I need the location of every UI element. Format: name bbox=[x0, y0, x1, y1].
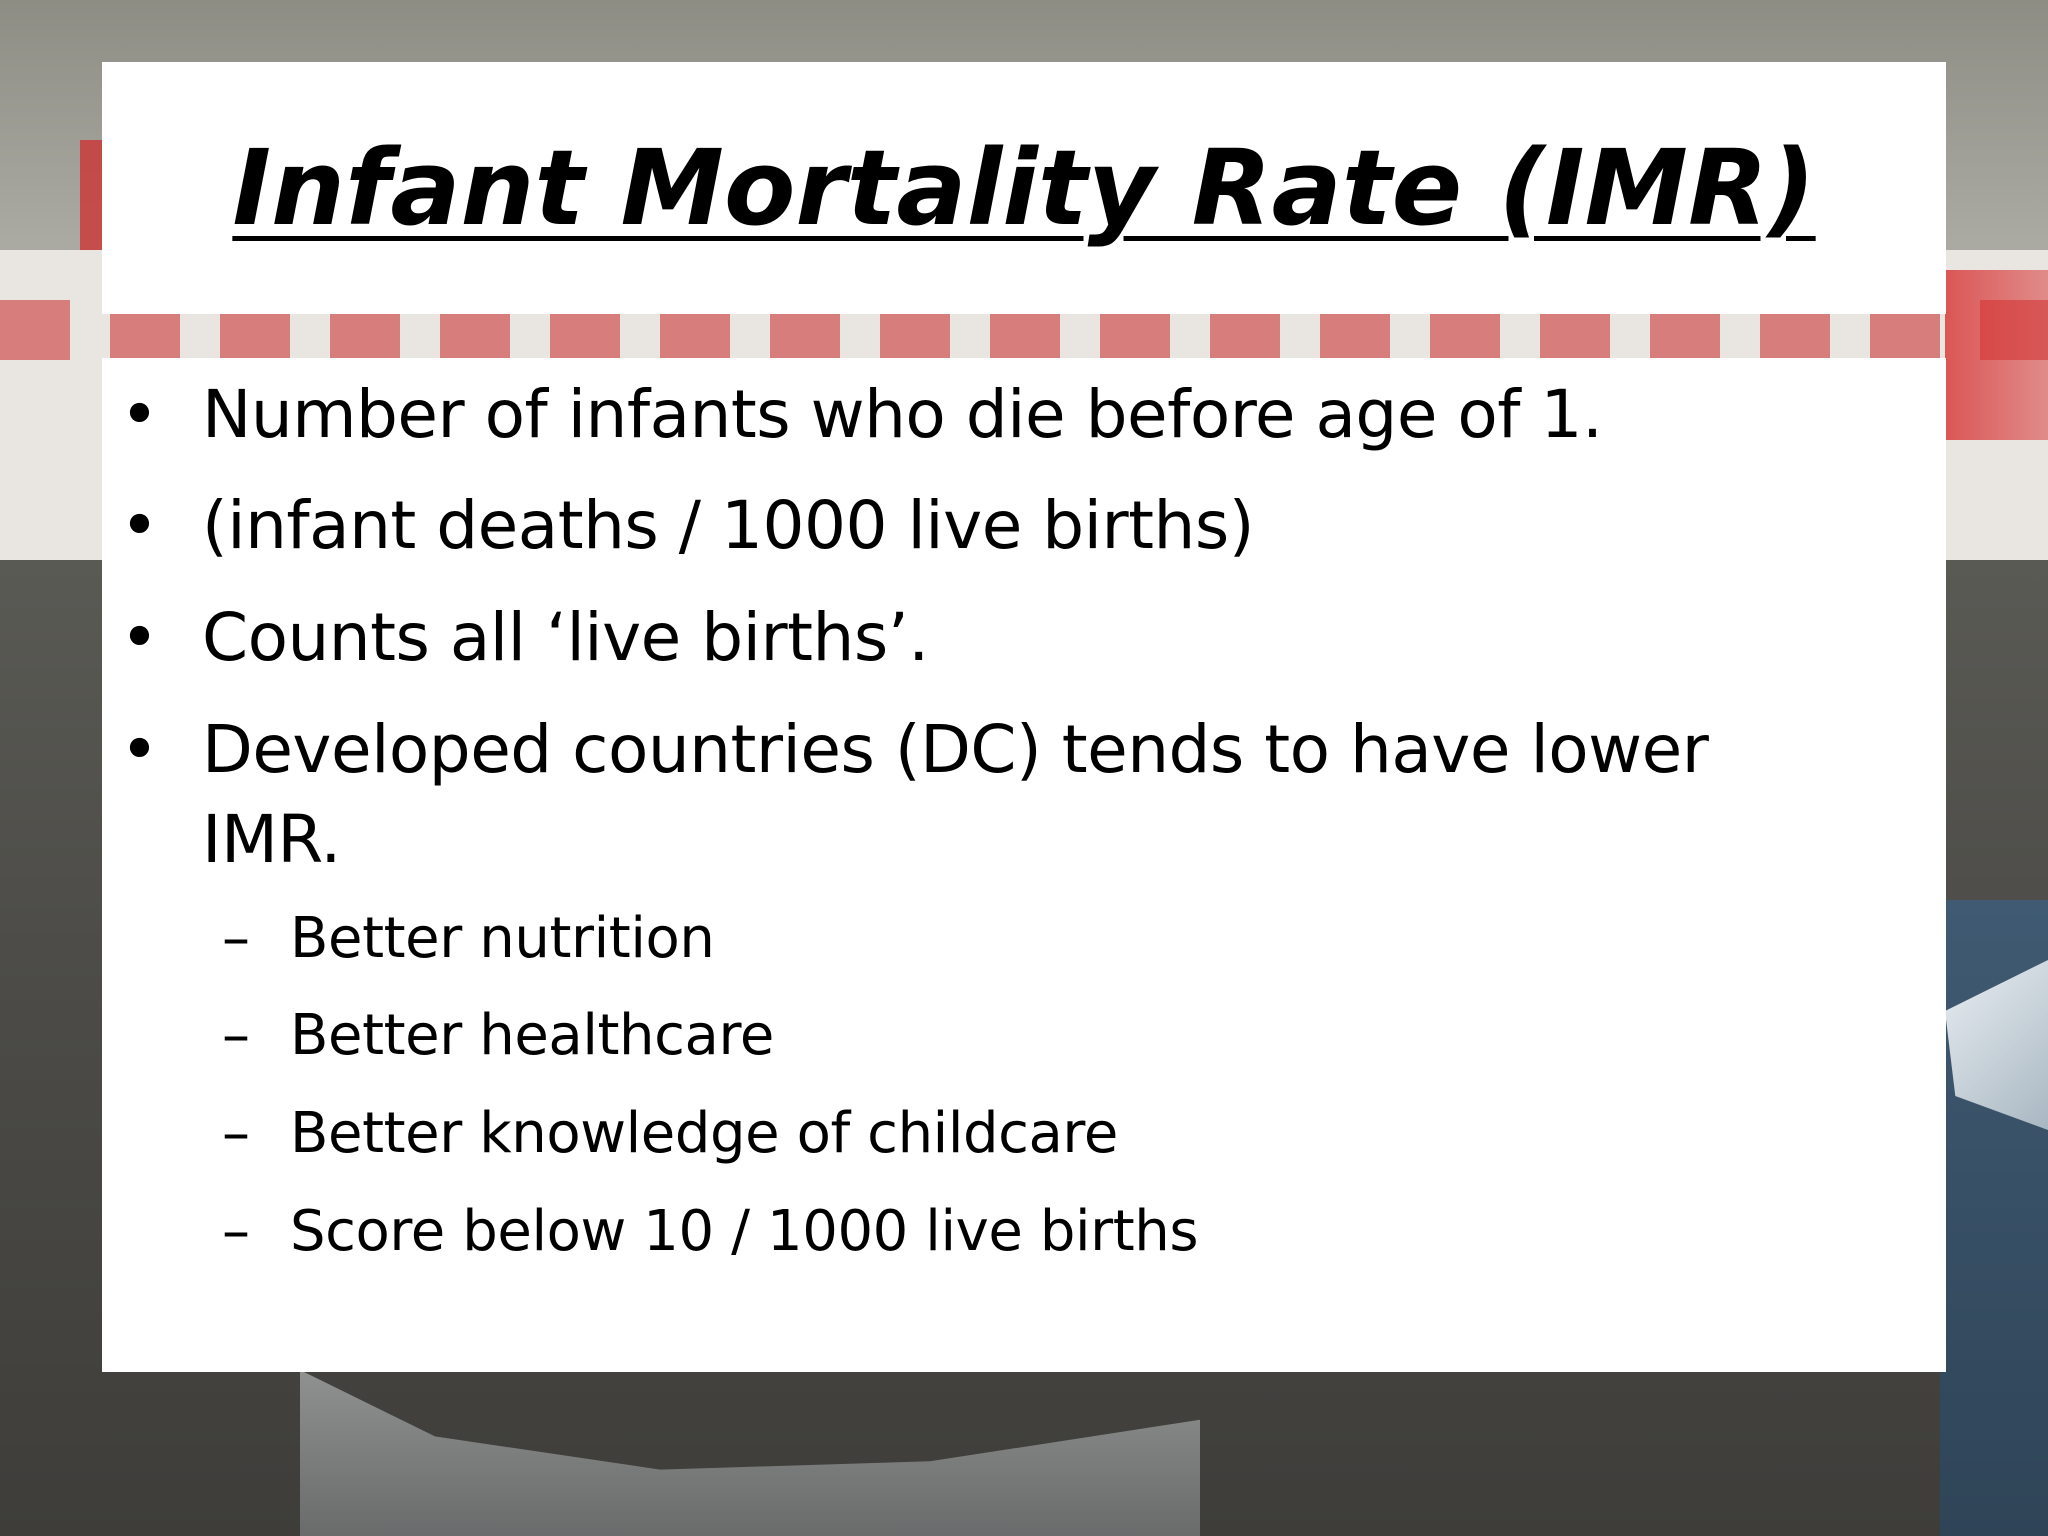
sub-bullet-text: Better nutrition bbox=[290, 906, 715, 971]
slide-title: Infant Mortality Rate (IMR) bbox=[232, 127, 1816, 249]
sub-bullet-item: – Better healthcare bbox=[222, 998, 774, 1074]
sub-bullet-marker: – bbox=[222, 1199, 250, 1264]
background-red-mark-right bbox=[1945, 270, 2048, 440]
sub-bullet-text: Better healthcare bbox=[290, 1003, 774, 1068]
bullet-marker: • bbox=[120, 599, 159, 676]
sub-bullet-item: – Better nutrition bbox=[222, 901, 715, 977]
title-box: Infant Mortality Rate (IMR) bbox=[102, 62, 1946, 314]
bullet-marker: • bbox=[120, 376, 159, 453]
bullet-marker: • bbox=[120, 711, 159, 788]
sub-bullet-text: Better knowledge of childcare bbox=[290, 1101, 1118, 1166]
bullet-text: Number of infants who die before age of … bbox=[202, 376, 1603, 453]
sub-bullet-marker: – bbox=[222, 1101, 250, 1166]
bullet-item: • Developed countries (DC) tends to have… bbox=[120, 705, 1842, 885]
bullet-marker: • bbox=[120, 487, 159, 564]
bullet-item: • Counts all ‘live births’. bbox=[120, 593, 1882, 683]
sub-bullet-item: – Score below 10 / 1000 live births bbox=[222, 1194, 1199, 1270]
bullet-item: • (infant deaths / 1000 live births) bbox=[120, 481, 1882, 571]
sub-bullet-marker: – bbox=[222, 906, 250, 971]
bullet-text: Developed countries (DC) tends to have l… bbox=[202, 711, 1709, 878]
sub-bullet-marker: – bbox=[222, 1003, 250, 1068]
sub-bullet-item: – Better knowledge of childcare bbox=[222, 1096, 1118, 1172]
bullet-text: Counts all ‘live births’. bbox=[202, 599, 929, 676]
bullet-item: • Number of infants who die before age o… bbox=[120, 370, 1882, 460]
sub-bullet-text: Score below 10 / 1000 live births bbox=[290, 1199, 1199, 1264]
content-box: • Number of infants who die before age o… bbox=[102, 358, 1946, 1372]
bullet-text: (infant deaths / 1000 live births) bbox=[202, 487, 1255, 564]
